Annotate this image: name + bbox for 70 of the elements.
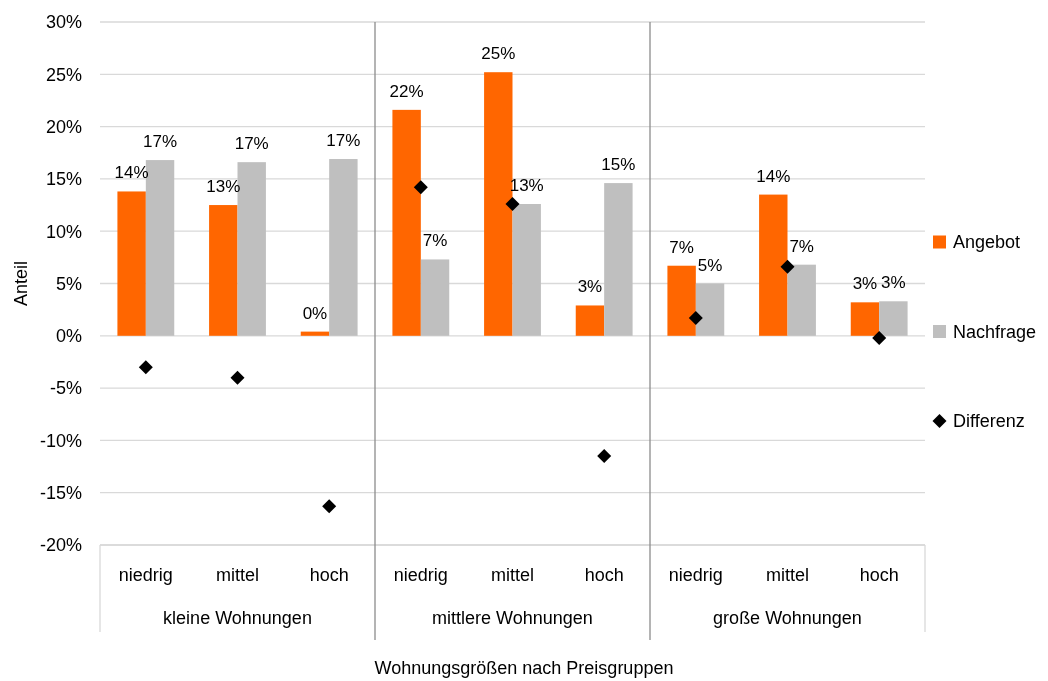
- data-label: 3%: [577, 277, 603, 297]
- legend-label: Differenz: [953, 411, 1025, 432]
- bar: [329, 159, 358, 336]
- bar: [512, 204, 541, 336]
- data-label: 3%: [881, 273, 906, 293]
- data-label: 0%: [302, 303, 328, 323]
- data-label: 17%: [143, 132, 178, 152]
- bar: [575, 305, 605, 336]
- data-label: 3%: [852, 274, 878, 294]
- data-label: 7%: [422, 231, 448, 251]
- point: [780, 259, 795, 274]
- point: [688, 311, 703, 326]
- x-tick-label: hoch: [309, 565, 349, 586]
- bar: [667, 265, 696, 336]
- y-tick-label: -15%: [39, 483, 82, 503]
- data-label: 17%: [326, 131, 361, 151]
- x-tick-label: mittel: [490, 565, 535, 586]
- y-tick-label: 10%: [45, 221, 82, 242]
- y-tick-label: 5%: [55, 273, 82, 294]
- point: [230, 370, 245, 385]
- point: [322, 499, 337, 514]
- data-label: 22%: [389, 81, 424, 101]
- y-tick-label: 30%: [45, 12, 82, 33]
- data-label: 15%: [601, 155, 636, 175]
- bar: [850, 302, 880, 336]
- bar: [787, 264, 816, 336]
- bar: [759, 194, 788, 336]
- data-label: 7%: [789, 236, 814, 256]
- point: [872, 330, 887, 345]
- bar: [392, 109, 421, 336]
- x-tick-label: niedrig: [668, 565, 723, 586]
- y-tick-label: -5%: [49, 378, 82, 399]
- point: [505, 197, 520, 211]
- bar: [300, 331, 330, 336]
- y-tick-label: 15%: [45, 169, 82, 190]
- bar: [117, 191, 146, 336]
- y-tick-label: 0%: [55, 326, 82, 347]
- data-label: 17%: [234, 134, 269, 154]
- y-tick-label: 20%: [45, 116, 82, 137]
- x-tick-label: mittel: [215, 565, 260, 586]
- data-label: 14%: [756, 166, 791, 186]
- text: mittlere Wohnungen: [432, 608, 593, 629]
- text: kleine Wohnungen: [163, 608, 312, 629]
- data-label: 25%: [481, 44, 516, 64]
- x-axis-title: Wohnungsgrößen nach Preisgruppen: [374, 658, 674, 679]
- legend-label: Nachfrage: [953, 321, 1037, 342]
- data-label: 13%: [206, 177, 241, 197]
- y-tick-label: 25%: [45, 64, 82, 85]
- x-tick-label: hoch: [859, 565, 899, 586]
- data-label: 14%: [114, 163, 149, 183]
- text: große Wohnungen: [713, 608, 862, 629]
- bar: [604, 183, 633, 336]
- x-tick-label: niedrig: [393, 565, 448, 586]
- legend-label: Angebot: [953, 232, 1021, 253]
- x-tick-label: niedrig: [118, 565, 173, 586]
- point: [597, 449, 612, 464]
- x-tick-label: mittel: [765, 565, 810, 586]
- point: [413, 180, 428, 195]
- point: [138, 360, 153, 375]
- bar: [209, 205, 238, 336]
- data-label: 7%: [669, 237, 694, 257]
- y-tick-label: -10%: [39, 430, 82, 451]
- bar: [484, 72, 513, 336]
- bar: [879, 301, 908, 336]
- bar: [695, 283, 725, 336]
- data-label: 5%: [697, 255, 723, 275]
- x-tick-label: hoch: [584, 565, 624, 586]
- y-axis-title: Anteil: [11, 260, 32, 307]
- bar: [420, 259, 450, 336]
- y-tick-label: -20%: [39, 535, 82, 556]
